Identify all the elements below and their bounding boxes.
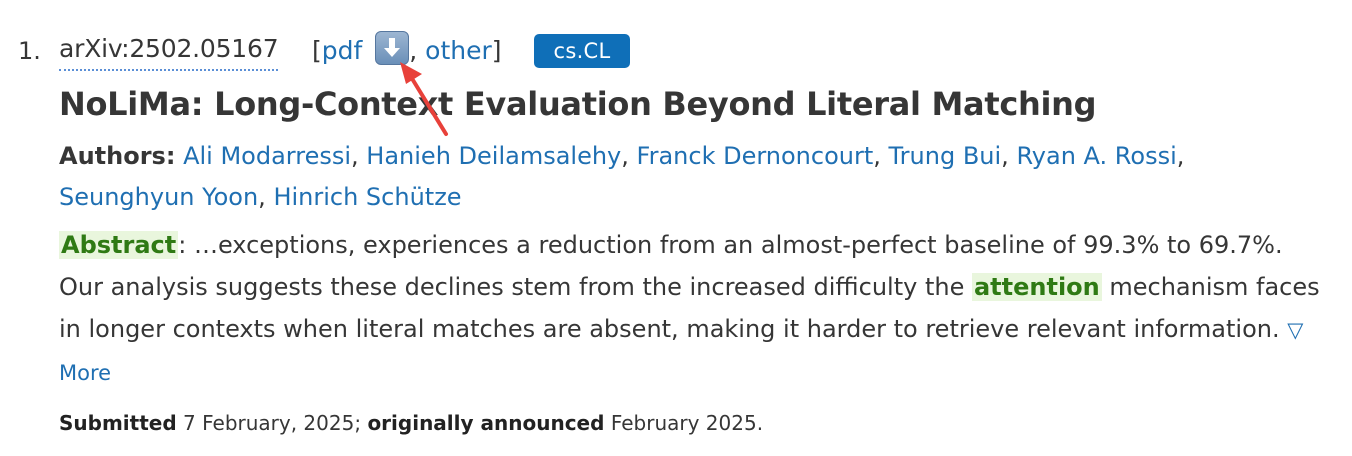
author-link[interactable]: Hanieh Deilamsalehy: [366, 142, 622, 170]
author-link[interactable]: Seunghyun Yoon: [59, 183, 259, 211]
links-open-bracket: [: [312, 36, 322, 65]
arxiv-id-link[interactable]: arXiv:2502.05167: [59, 29, 279, 71]
submitted-label: Submitted: [59, 411, 177, 435]
abstract: Abstract: …exceptions, experiences a red…: [59, 224, 1334, 394]
author-link[interactable]: Ryan A. Rossi: [1016, 142, 1177, 170]
category-tag[interactable]: cs.CL: [534, 34, 630, 68]
author-link[interactable]: Hinrich Schütze: [273, 183, 462, 211]
links-group: [pdf , other]: [312, 26, 502, 76]
announced-date: February 2025.: [610, 411, 764, 435]
abstract-text-part-1: : …exceptions, experiences a reduction f…: [59, 231, 1283, 301]
abstract-label: Abstract: [59, 231, 179, 259]
more-toggle-link[interactable]: ▽ More: [59, 318, 1304, 385]
red-pointer-arrow-icon: [400, 62, 448, 136]
links-comma: ,: [409, 36, 418, 65]
authors-label: Authors:: [59, 142, 176, 170]
pdf-link[interactable]: pdf: [321, 36, 363, 65]
authors-list: Authors: Ali Modarressi, Hanieh Deilamsa…: [59, 142, 1185, 211]
abstract-text-part-2: mechanism faces in longer contexts when …: [59, 273, 1320, 343]
links-close-bracket: ]: [491, 36, 502, 65]
download-arrow-icon[interactable]: [375, 31, 410, 65]
author-link[interactable]: Ali Modarressi: [183, 142, 352, 170]
result-header-line: 1. arXiv:2502.05167 [pdf , other] cs.CL: [18, 26, 1338, 76]
author-link[interactable]: Trung Bui: [888, 142, 1002, 170]
search-result: 1. arXiv:2502.05167 [pdf , other] cs.CL …: [18, 26, 1338, 435]
author-link[interactable]: Franck Dernoncourt: [636, 142, 874, 170]
announced-label: originally announced: [367, 411, 605, 435]
other-link[interactable]: other: [425, 36, 492, 65]
result-number: 1.: [18, 37, 41, 65]
paper-title: NoLiMa: Long-Context Evaluation Beyond L…: [59, 85, 1097, 123]
abstract-highlight-term: attention: [971, 273, 1102, 301]
submitted-date: 7 February, 2025;: [183, 411, 362, 435]
submission-info: Submitted 7 February, 2025; originally a…: [59, 406, 763, 440]
